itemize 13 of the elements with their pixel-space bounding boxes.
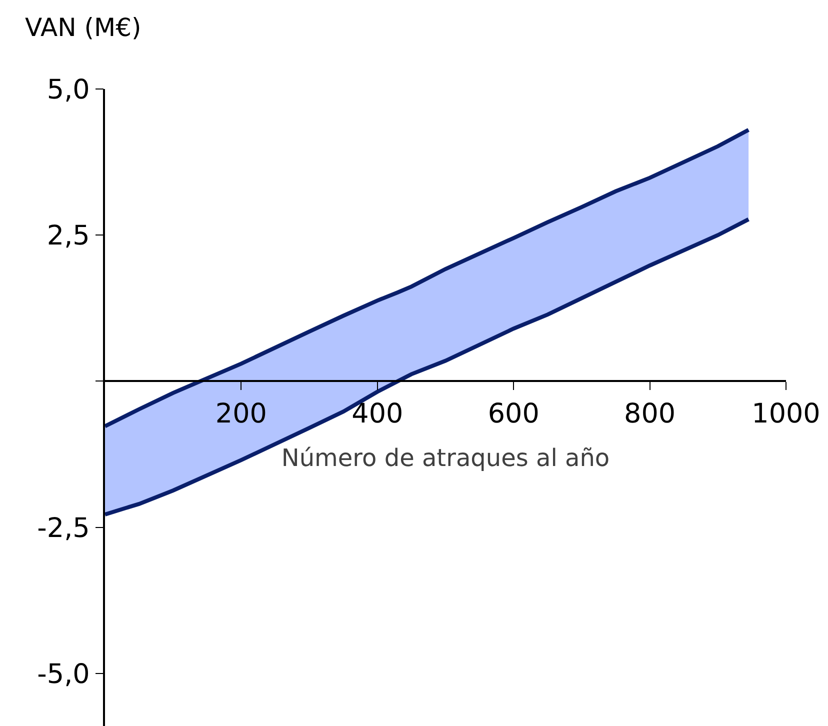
- y-tick-label: 5,0: [46, 74, 90, 106]
- line-series: [105, 128, 751, 428]
- x-tick-label: 600: [488, 398, 540, 430]
- y-axis-title: VAN (M€): [25, 13, 142, 42]
- x-tick-label: 200: [215, 398, 267, 430]
- x-tick-label: 400: [352, 398, 404, 430]
- x-tick-label: 1000: [752, 398, 820, 430]
- line-series: [105, 217, 751, 516]
- y-tick-label: -2,5: [37, 512, 90, 544]
- y-tick-label: -5,0: [37, 658, 90, 690]
- x-tick-label: 800: [624, 398, 676, 430]
- x-axis-title: Número de atraques al año: [281, 444, 610, 472]
- y-tick-label: 2,5: [46, 220, 90, 252]
